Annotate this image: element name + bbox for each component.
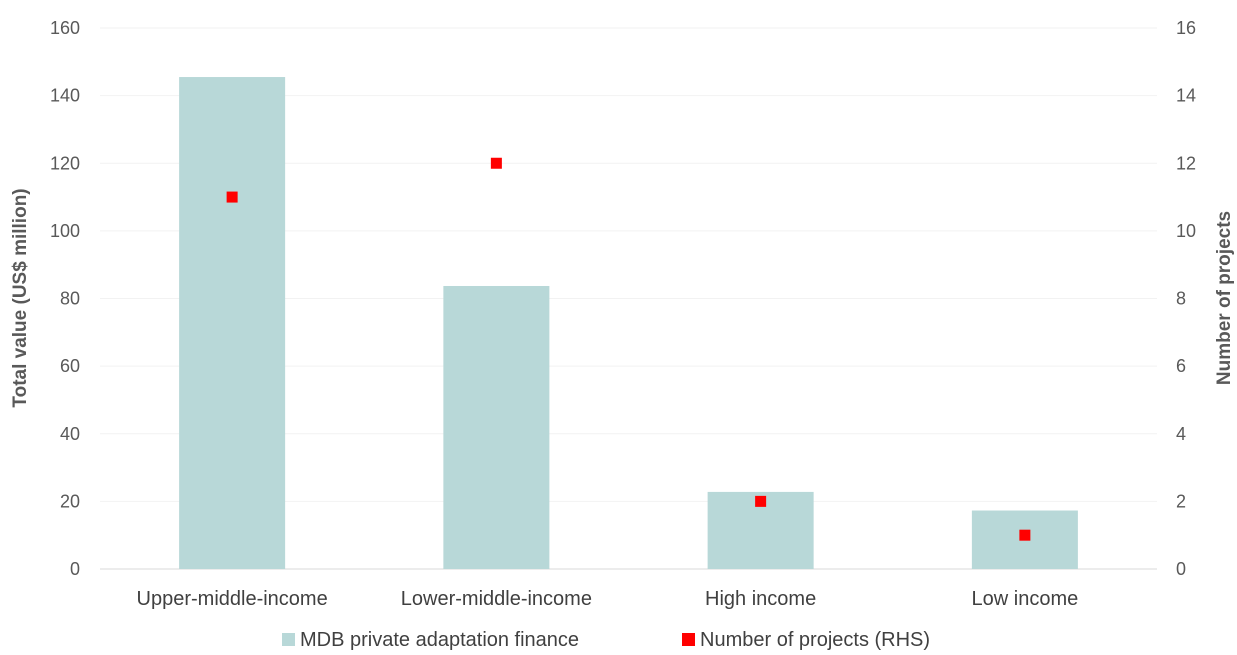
left-axis-title: Total value (US$ million)	[10, 188, 31, 407]
legend-swatch-bar	[282, 633, 295, 646]
left-tick-label: 120	[50, 153, 80, 173]
right-tick-label: 8	[1176, 289, 1186, 309]
category-label: Low income	[972, 588, 1079, 610]
legend: MDB private adaptation finance Number of…	[282, 629, 930, 651]
category-label: Upper-middle-income	[137, 588, 328, 610]
point-series	[226, 157, 1031, 541]
legend-swatch-point	[682, 633, 695, 646]
data-point	[755, 495, 767, 507]
right-axis-title: Number of projects	[1214, 211, 1235, 385]
bar	[179, 77, 286, 569]
data-point	[490, 157, 502, 169]
category-label: High income	[705, 588, 816, 610]
right-tick-label: 12	[1176, 153, 1196, 173]
legend-label-bar: MDB private adaptation finance	[300, 629, 579, 651]
data-point	[1019, 529, 1031, 541]
data-point	[226, 191, 238, 203]
left-tick-label: 140	[50, 86, 80, 106]
left-tick-label: 0	[70, 559, 80, 579]
bar	[443, 285, 550, 569]
bar-series	[179, 77, 1078, 569]
right-tick-label: 2	[1176, 491, 1186, 511]
left-axis-ticks: 0 20 40 60 80 100 120 140 160	[50, 18, 80, 579]
right-tick-label: 10	[1176, 221, 1196, 241]
left-tick-label: 40	[60, 424, 80, 444]
category-labels: Upper-middle-income Lower-middle-income Hi…	[137, 588, 1079, 610]
left-tick-label: 160	[50, 18, 80, 38]
right-tick-label: 4	[1176, 424, 1186, 444]
right-tick-label: 0	[1176, 559, 1186, 579]
left-tick-label: 20	[60, 491, 80, 511]
legend-label-point: Number of projects (RHS)	[700, 629, 930, 651]
right-tick-label: 14	[1176, 86, 1196, 106]
left-tick-label: 60	[60, 356, 80, 376]
right-axis-ticks: 0 2 4 6 8 10 12 14 16	[1176, 18, 1196, 579]
category-label: Lower-middle-income	[401, 588, 592, 610]
left-tick-label: 80	[60, 289, 80, 309]
right-tick-label: 16	[1176, 18, 1196, 38]
right-tick-label: 6	[1176, 356, 1186, 376]
left-tick-label: 100	[50, 221, 80, 241]
